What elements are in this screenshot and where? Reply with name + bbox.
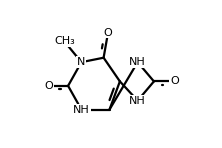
Text: NH: NH bbox=[129, 96, 146, 106]
Text: NH: NH bbox=[129, 57, 146, 67]
Text: CH₃: CH₃ bbox=[54, 36, 75, 46]
Text: O: O bbox=[44, 81, 53, 91]
Text: NH: NH bbox=[73, 104, 90, 115]
Text: O: O bbox=[104, 28, 112, 38]
Text: N: N bbox=[77, 57, 86, 67]
Text: O: O bbox=[170, 76, 179, 86]
